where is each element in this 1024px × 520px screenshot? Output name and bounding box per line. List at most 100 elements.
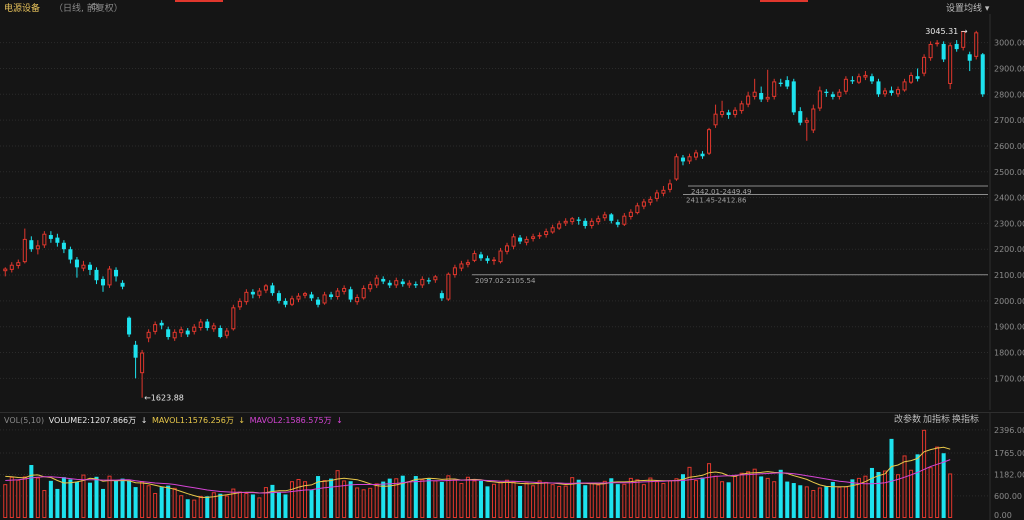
candle xyxy=(622,213,627,226)
candle xyxy=(869,73,874,84)
add-indicator-button[interactable]: 加指标 xyxy=(923,415,951,425)
volume-bar xyxy=(55,488,60,518)
candle xyxy=(583,218,588,229)
volume-bar xyxy=(687,466,692,518)
candle xyxy=(114,267,119,282)
mavol-lines xyxy=(5,446,951,498)
vol-indicator-name: VOL(5,10) xyxy=(4,416,45,425)
volume-bar xyxy=(804,486,809,518)
volume-bar xyxy=(843,486,848,518)
candle xyxy=(485,255,490,264)
volume-bar xyxy=(570,477,575,518)
volume-bar xyxy=(48,480,53,518)
candle-body xyxy=(961,31,966,48)
candle-body xyxy=(941,43,946,60)
candle xyxy=(465,259,470,268)
candle xyxy=(791,78,796,115)
switch-indicator-button[interactable]: 换指标 xyxy=(952,415,980,425)
candle xyxy=(641,198,646,210)
candle xyxy=(211,322,216,332)
candle xyxy=(961,30,966,51)
instrument-title: 电源设备 xyxy=(4,4,41,14)
volume-bar xyxy=(374,483,379,518)
candle xyxy=(498,247,503,264)
candle xyxy=(237,298,242,310)
candle xyxy=(772,78,777,100)
volume-bar xyxy=(257,497,262,518)
candle-body xyxy=(127,317,132,335)
candle-body xyxy=(700,153,705,157)
candle xyxy=(100,276,106,292)
candle xyxy=(635,202,640,215)
volume-bar xyxy=(270,484,275,518)
candle xyxy=(896,86,901,97)
volume-bars xyxy=(3,429,953,519)
volume-bar xyxy=(231,488,236,518)
volume-bar xyxy=(100,488,106,518)
candle xyxy=(537,232,542,239)
candle-body xyxy=(426,280,431,282)
candle-body xyxy=(856,76,861,83)
candle xyxy=(35,240,40,255)
change-params-button[interactable]: 改参数 xyxy=(894,415,922,425)
candle xyxy=(107,266,112,288)
candle-body xyxy=(928,43,933,59)
candle-body xyxy=(153,324,158,332)
candle-body xyxy=(667,183,672,190)
candle xyxy=(974,30,979,60)
candle-body xyxy=(491,259,497,262)
volume-bar xyxy=(824,485,829,518)
candle-body xyxy=(570,218,575,223)
ma-settings-dropdown[interactable]: 设置均线 ▾ xyxy=(946,4,990,14)
volume-bar xyxy=(348,481,353,518)
candle-body xyxy=(22,238,27,263)
candle xyxy=(387,280,392,288)
candles xyxy=(3,30,985,398)
candle xyxy=(22,228,27,264)
candle-body xyxy=(596,218,601,223)
volume-bar xyxy=(922,429,927,518)
candle-body xyxy=(576,219,581,221)
candle-body xyxy=(355,297,360,303)
candlestick-chart[interactable]: 3000.00 2900.00 2800.00 2700.00 2600.00 2500.… xyxy=(0,14,1024,410)
candle xyxy=(316,297,321,308)
volume-bar xyxy=(198,495,203,518)
candle xyxy=(185,327,190,338)
volume-bar xyxy=(746,471,751,518)
candle-body xyxy=(602,214,607,219)
down-arrow-icon: ↓ xyxy=(238,416,246,425)
volume-bar xyxy=(485,486,490,518)
candle-body xyxy=(726,112,731,115)
price-tick-label: 2600.00 xyxy=(994,142,1024,151)
candle xyxy=(413,281,418,288)
volume-bar xyxy=(394,478,399,518)
volume-bar xyxy=(335,470,340,518)
candle xyxy=(589,218,594,229)
candle xyxy=(459,260,464,272)
volume-bar xyxy=(557,485,562,519)
candle xyxy=(915,68,920,82)
volume-bar xyxy=(465,476,470,518)
candle-body xyxy=(35,245,40,250)
candle-body xyxy=(974,32,979,57)
volume-bar xyxy=(765,477,770,518)
volume-bar xyxy=(576,479,581,518)
candle-body xyxy=(459,263,464,269)
mavol2-line xyxy=(5,459,951,494)
volume-bar xyxy=(720,481,725,518)
candle xyxy=(524,236,529,246)
volume-bar xyxy=(752,468,757,518)
candle-body xyxy=(485,258,490,261)
candle xyxy=(550,224,555,234)
volume-bar xyxy=(661,483,666,518)
candle-body xyxy=(329,294,334,298)
volume-bar xyxy=(172,487,177,518)
candle-body xyxy=(263,285,268,291)
volume-bar xyxy=(869,467,874,518)
candle xyxy=(9,262,14,273)
candle xyxy=(322,291,327,305)
candle-body xyxy=(687,156,692,162)
candle xyxy=(368,281,373,292)
gear-icon[interactable]: ⚙ xyxy=(90,2,99,13)
volume-chart[interactable]: 2396.00 1765.00 1182.00 600.00 0.00 xyxy=(0,412,1024,520)
